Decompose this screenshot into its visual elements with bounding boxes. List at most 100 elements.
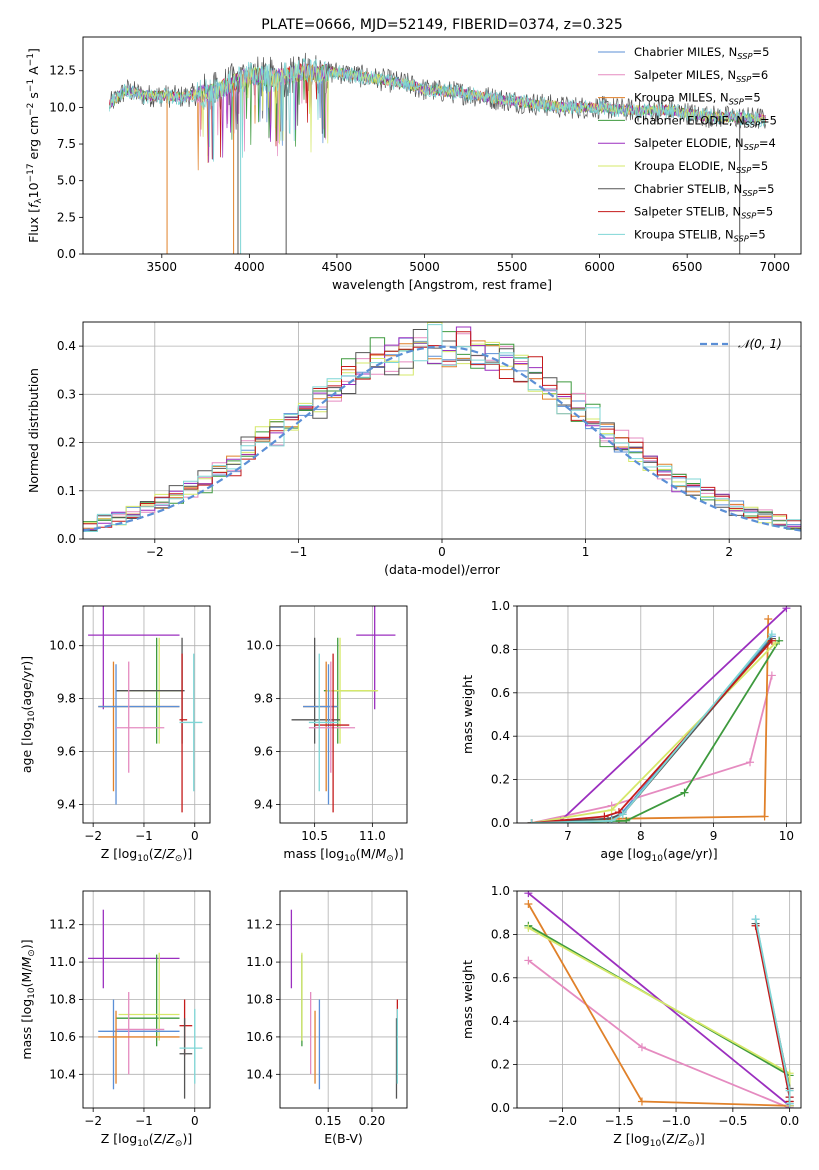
data-point-chabrier_miles [98,664,180,805]
x-tick-label: 0 [191,829,199,843]
x-tick-label: 1 [582,545,590,559]
legend: Chabrier MILES, NSSP=5 Salpeter MILES, NS… [598,45,777,243]
y-tick-label: 10.4 [246,1067,273,1081]
panel-mass_vs_ebv: 0.15 0.20 10.4 10.6 10.8 11.0 11.2 E(B-V) [246,890,408,1146]
y-tick-label: 9.6 [57,745,76,759]
plus-marker [524,900,533,909]
plus-marker [680,788,689,797]
x-tick-label: −2 [84,829,102,843]
panel-mass_vs_Z: −2 −1 0 10.4 10.6 10.8 11.0 11.2 Z [log10(Z/Z⊙)]… [19,890,211,1149]
data-point-salpeter_elodie [88,909,180,989]
data-point-salpeter_elodie [88,606,180,710]
series-kroupa_stelib [527,630,776,823]
legend: 𝒩(0, 1) [700,337,782,351]
y-tick-label: 0.2 [491,773,510,787]
x-tick-label: 0 [438,545,446,559]
y-tick-label: 0.0 [491,816,510,830]
data-point-kroupa_elodie [118,952,180,1041]
plus-marker [607,805,616,814]
y-tick-label: 12.5 [49,64,76,78]
y-tick-label: 9.4 [57,797,76,811]
y-tick-label: 11.2 [49,918,76,932]
plus-marker [785,1086,794,1095]
x-tick-label: −1 [290,545,308,559]
x-tick-label: −1 [135,829,153,843]
series-salpeter_elodie [527,606,791,823]
y-tick-label: 0.3 [57,387,76,401]
y-tick-label: 1.0 [491,599,510,613]
data-point-chabrier_miles [303,664,338,805]
legend-label: Salpeter STELIB, NSSP=5 [634,205,773,221]
panel-age_vs_Z: −2 −1 0 9.4 9.6 9.8 10.0 Z [log10(Z/Z⊙)] age [lo… [19,605,211,864]
x-tick-label: 2 [725,545,733,559]
data-point-salpeter_stelib [179,999,193,1056]
plus-marker [527,819,536,823]
y-tick-label: 11.0 [246,955,273,969]
legend-entry: Kroupa ELODIE, NSSP=5 [598,159,768,175]
plus-marker [764,615,773,624]
y-tick-label: 0.1 [57,484,76,498]
plus-marker [622,816,631,823]
legend-label: Chabrier MILES, NSSP=5 [634,45,769,61]
y-tick-label: 10.8 [49,993,76,1007]
plus-marker [767,671,776,680]
y-tick-label: 9.4 [254,797,273,811]
y-tick-label: 9.6 [254,745,273,759]
y-tick-label: 10.8 [246,993,273,1007]
plus-marker [524,891,533,898]
x-tick-label: 7000 [759,260,790,274]
y-tick-label: 0.8 [491,927,510,941]
data-point-chabrier_stelib [179,1018,193,1099]
x-tick-label: 5500 [497,260,528,274]
x-axis-label: mass [log10(M/M⊙)] [283,846,403,864]
x-tick-label: 10.5 [301,829,328,843]
plus-marker [607,816,616,823]
data-point-kroupa_elodie [326,637,379,744]
y-tick-label: 10.0 [246,639,273,653]
series-kroupa_stelib [751,915,794,1108]
plus-marker [600,812,609,821]
plot-area [83,322,801,539]
x-axis-label: Z [log10(Z/Z⊙)] [101,846,192,864]
y-tick-label: 10.4 [49,1067,76,1081]
legend-entry: Kroupa MILES, NSSP=5 [598,91,761,107]
y-tick-label: 1.0 [491,884,510,898]
plus-marker [637,1043,646,1052]
x-tick-label: 4500 [322,260,353,274]
y-tick-label: 7.5 [57,137,76,151]
axes-frame [516,605,802,824]
panel-weight_vs_age: 7 8 9 10 0.0 0.2 0.4 0.6 0.8 1.0 age [log10(age/yr… [460,599,802,864]
y-tick-label: 0.2 [491,1058,510,1072]
data-point-kroupa_miles [98,1010,180,1084]
data-point-salpeter_miles [116,661,165,773]
x-axis-label: (data-model)/error [384,562,501,577]
y-tick-label: 0.8 [491,642,510,656]
legend-entry: Kroupa STELIB, NSSP=5 [598,227,766,243]
plot-area [108,52,766,254]
axes-frame [82,321,802,540]
plot-area [83,891,210,1108]
plot-area [517,606,801,823]
x-tick-label: 6000 [584,260,615,274]
series-line [527,924,791,1106]
series-salpeter_stelib [527,636,776,823]
plus-marker [760,812,769,821]
series-line [527,959,790,1108]
legend-entry: Chabrier MILES, NSSP=5 [598,45,769,61]
data-point-kroupa_stelib [179,1008,203,1084]
y-tick-label: 5.0 [57,174,76,188]
panel-age_vs_mass: 10.5 11.0 9.4 9.6 9.8 10.0 mass [log10(M/M⊙)] [246,605,408,864]
x-tick-label: 10 [779,829,794,843]
series-line [531,675,773,823]
legend-label: 𝒩(0, 1) [738,337,782,351]
x-tick-label: 3500 [147,260,178,274]
legend-label: Kroupa ELODIE, NSSP=5 [634,159,768,175]
plus-marker [751,915,760,924]
y-axis-label: mass weight [460,960,475,1039]
x-tick-label: 6500 [672,260,703,274]
x-tick-label: 0.20 [359,1114,386,1128]
axes-frame [279,890,408,1109]
series-kroupa_miles [527,615,773,823]
x-tick-label: −1.0 [661,1114,690,1128]
